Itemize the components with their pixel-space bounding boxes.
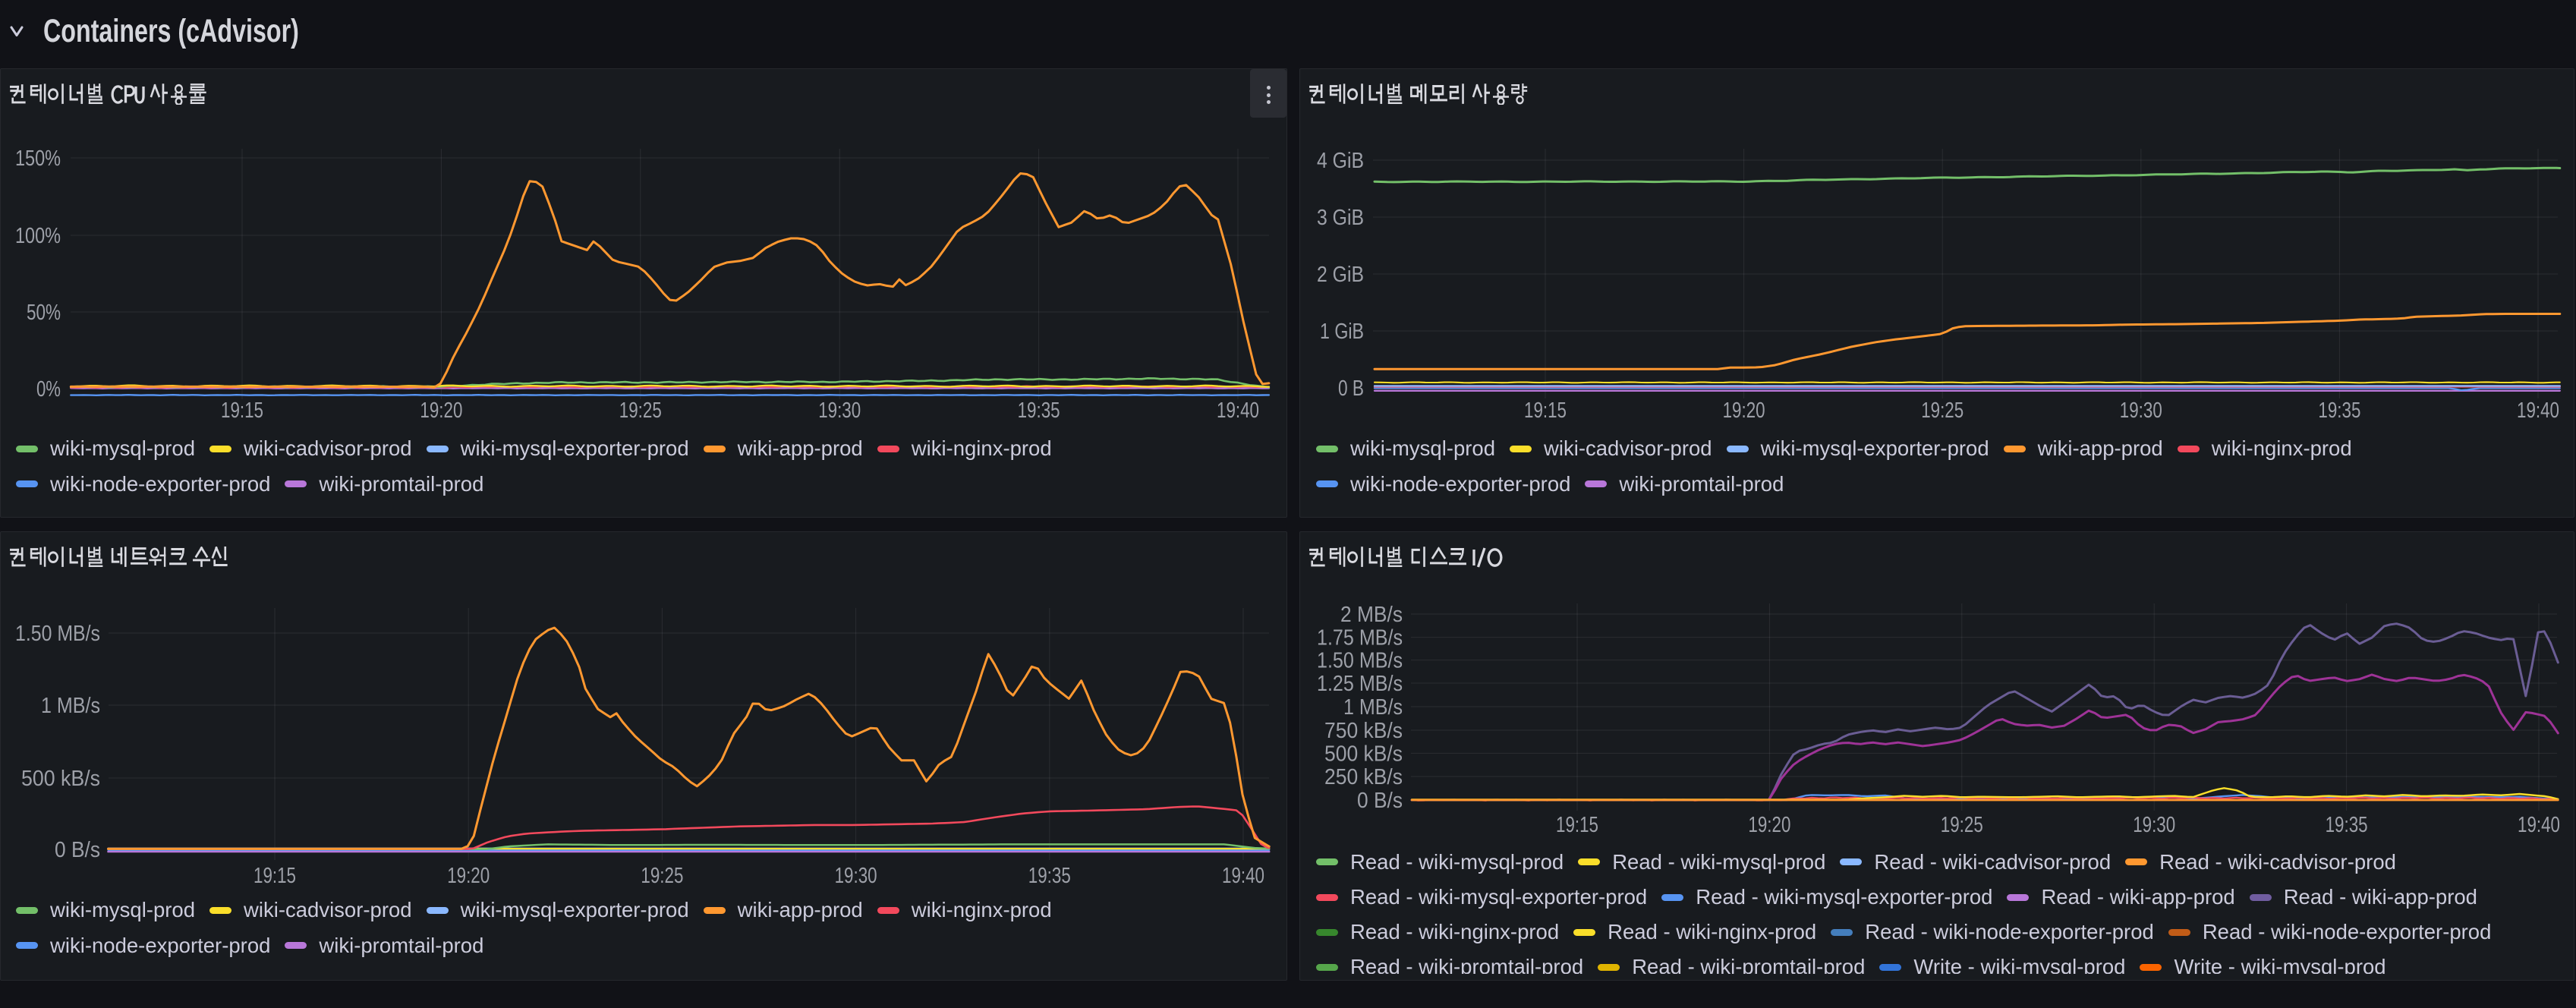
svg-text:19:30: 19:30 bbox=[2120, 398, 2162, 423]
svg-text:1.25 MB/s: 1.25 MB/s bbox=[1317, 672, 1403, 696]
svg-text:2 MB/s: 2 MB/s bbox=[1340, 603, 1403, 627]
svg-text:750 kB/s: 750 kB/s bbox=[1324, 719, 1403, 743]
svg-text:19:30: 19:30 bbox=[818, 398, 861, 423]
svg-text:19:35: 19:35 bbox=[2326, 813, 2368, 837]
svg-text:19:25: 19:25 bbox=[1941, 813, 1983, 837]
svg-text:3 GiB: 3 GiB bbox=[1317, 206, 1364, 230]
svg-text:1.75 MB/s: 1.75 MB/s bbox=[1317, 626, 1403, 650]
svg-text:19:25: 19:25 bbox=[641, 864, 683, 888]
svg-text:19:30: 19:30 bbox=[835, 864, 877, 888]
svg-text:19:40: 19:40 bbox=[2518, 813, 2560, 837]
svg-text:500 kB/s: 500 kB/s bbox=[21, 767, 100, 791]
svg-text:19:40: 19:40 bbox=[1217, 398, 1259, 423]
svg-text:500 kB/s: 500 kB/s bbox=[1324, 742, 1403, 766]
svg-text:19:15: 19:15 bbox=[1524, 398, 1567, 423]
svg-text:19:40: 19:40 bbox=[2517, 398, 2559, 423]
svg-text:19:25: 19:25 bbox=[1921, 398, 1963, 423]
svg-text:250 kB/s: 250 kB/s bbox=[1324, 765, 1403, 789]
svg-text:4 GiB: 4 GiB bbox=[1317, 149, 1364, 173]
svg-text:19:15: 19:15 bbox=[221, 398, 263, 423]
svg-text:150%: 150% bbox=[15, 146, 61, 171]
svg-text:19:40: 19:40 bbox=[1222, 864, 1264, 888]
svg-text:19:20: 19:20 bbox=[447, 864, 490, 888]
svg-text:1 MB/s: 1 MB/s bbox=[41, 694, 100, 718]
svg-text:19:20: 19:20 bbox=[1748, 813, 1790, 837]
svg-text:0 B/s: 0 B/s bbox=[55, 838, 100, 862]
svg-text:1 GiB: 1 GiB bbox=[1320, 320, 1364, 344]
svg-text:100%: 100% bbox=[15, 224, 61, 248]
svg-text:19:35: 19:35 bbox=[2318, 398, 2360, 423]
svg-text:0%: 0% bbox=[36, 377, 61, 402]
svg-text:2 GiB: 2 GiB bbox=[1317, 263, 1364, 287]
svg-text:19:25: 19:25 bbox=[619, 398, 662, 423]
svg-text:19:35: 19:35 bbox=[1018, 398, 1060, 423]
svg-text:19:35: 19:35 bbox=[1028, 864, 1071, 888]
svg-text:1 MB/s: 1 MB/s bbox=[1343, 695, 1403, 720]
svg-text:19:15: 19:15 bbox=[1556, 813, 1598, 837]
svg-text:19:30: 19:30 bbox=[2133, 813, 2175, 837]
svg-text:1.50 MB/s: 1.50 MB/s bbox=[15, 622, 100, 646]
svg-text:1.50 MB/s: 1.50 MB/s bbox=[1317, 649, 1403, 673]
svg-text:19:20: 19:20 bbox=[1723, 398, 1765, 423]
svg-text:19:15: 19:15 bbox=[254, 864, 296, 888]
svg-text:0 B: 0 B bbox=[1338, 376, 1364, 401]
svg-text:0 B/s: 0 B/s bbox=[1357, 789, 1403, 813]
svg-text:50%: 50% bbox=[27, 301, 61, 325]
svg-text:19:20: 19:20 bbox=[420, 398, 462, 423]
